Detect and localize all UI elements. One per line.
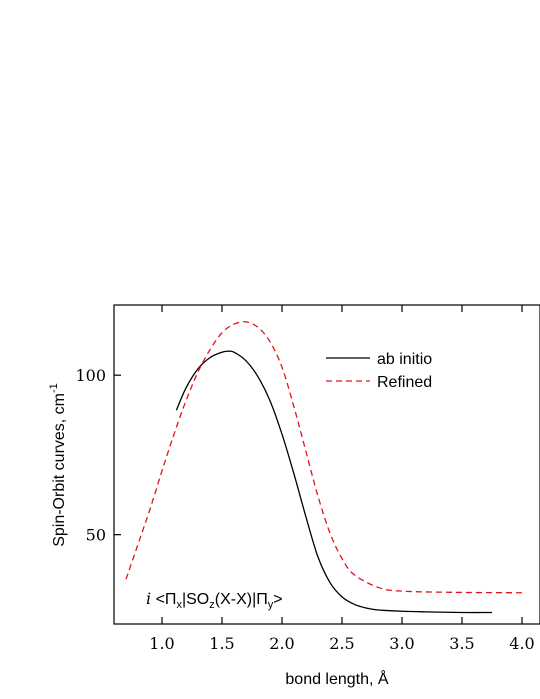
- series-lines: [126, 322, 522, 613]
- x-tick-label: 2.5: [329, 634, 354, 653]
- series-line-refined: [126, 322, 522, 593]
- y-axis-label: Spin-Orbit curves, cm-1: [48, 383, 68, 547]
- annotation-matrix-element: i <Πx|SOz(X-X)|Πy>: [146, 589, 283, 611]
- legend-label-ab-initio: ab initio: [377, 351, 432, 368]
- x-tick-label: 1.5: [209, 634, 234, 653]
- x-tick-label: 3.5: [449, 634, 474, 653]
- legend: ab initio Refined: [326, 351, 432, 391]
- x-tick-label: 3.0: [389, 634, 414, 653]
- x-tick-label: 1.0: [149, 634, 174, 653]
- x-axis-label: bond length, Å: [285, 669, 389, 688]
- y-tick-label: 50: [86, 526, 106, 545]
- x-tick-label: 2.0: [269, 634, 294, 653]
- y-tick-label: 100: [75, 366, 106, 385]
- x-tick-label: 4.0: [509, 634, 534, 653]
- legend-label-refined: Refined: [377, 374, 432, 391]
- series-line-ab-initio: [176, 351, 492, 612]
